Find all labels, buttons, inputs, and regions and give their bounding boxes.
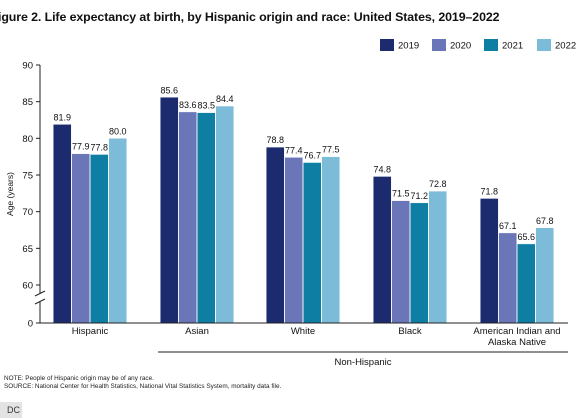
y-tick-label: 60 <box>22 281 33 292</box>
y-tick-label: 0 <box>28 319 33 330</box>
bar <box>303 162 322 324</box>
bar <box>284 157 303 324</box>
legend-swatch <box>380 39 394 51</box>
x-tick-label: American Indian and <box>473 326 560 337</box>
chart-note: NOTE: People of Hispanic origin may be o… <box>4 375 154 382</box>
legend: 2019 2020 2021 2022 <box>380 39 576 52</box>
y-axis-label: Age (years) <box>5 172 15 216</box>
y-axis: 0 60 65 70 75 80 85 90 Age (years) <box>5 61 46 330</box>
bar <box>53 124 72 324</box>
legend-swatch <box>537 39 551 51</box>
bar <box>498 232 517 324</box>
bar-value-label: 71.2 <box>410 191 428 201</box>
bar-value-label: 78.8 <box>266 135 284 145</box>
bar-value-label: 65.6 <box>517 232 535 242</box>
bars: 81.9 77.9 77.880.0 85.683.6 83.584.4 78.877.4… <box>53 85 554 324</box>
bar <box>428 190 447 324</box>
bar-value-label: 72.8 <box>429 179 447 189</box>
x-tick-label: Hispanic <box>72 326 109 337</box>
bar-chart: 2019 2020 2021 2022 0 60 65 70 75 80 85 90 Age (yea… <box>5 39 576 368</box>
bar-value-label: 71.5 <box>392 189 410 199</box>
bar-value-label: 67.8 <box>536 216 554 226</box>
bar <box>108 138 127 324</box>
y-tick-label: 75 <box>22 171 33 182</box>
y-tick-label: 65 <box>22 244 33 255</box>
bar <box>71 153 90 324</box>
y-tick-label: 80 <box>22 134 33 145</box>
chart-source: SOURCE: National Center for Health Stati… <box>4 383 282 390</box>
x-axis: Hispanic Asian White Black American Indian a… <box>40 322 568 368</box>
bar-value-label: 77.5 <box>322 145 340 155</box>
bar <box>410 202 429 324</box>
x-tick-label: Black <box>398 326 421 337</box>
legend-label: 2021 <box>502 41 523 52</box>
bar-value-label: 83.5 <box>197 101 215 111</box>
bar <box>391 200 410 324</box>
bar-value-label: 77.8 <box>90 142 108 152</box>
legend-label: 2019 <box>398 41 419 52</box>
bar-value-label: 84.4 <box>216 94 234 104</box>
bar <box>160 97 179 324</box>
bar-value-label: 67.1 <box>499 221 517 231</box>
bar <box>215 105 234 324</box>
chart-title: igure 2. Life expectancy at birth, by Hi… <box>0 10 500 24</box>
bar <box>266 146 285 324</box>
bar <box>535 227 554 324</box>
bar <box>480 198 499 324</box>
group-label: Non-Hispanic <box>334 357 391 368</box>
axis-break-mark <box>34 298 46 305</box>
bar <box>517 243 536 324</box>
axis-break-mark <box>34 290 46 297</box>
bar <box>90 154 109 324</box>
y-tick-label: 70 <box>22 207 33 218</box>
bar-value-label: 80.0 <box>109 126 127 136</box>
bar <box>321 156 340 324</box>
x-tick-label: Asian <box>185 326 209 337</box>
y-tick-label: 85 <box>22 97 33 108</box>
bar-value-label: 71.8 <box>480 186 498 196</box>
bar-value-label: 81.9 <box>53 112 71 122</box>
watermark: DC <box>0 402 22 418</box>
x-tick-label: White <box>291 326 315 337</box>
bar-value-label: 77.4 <box>285 145 303 155</box>
x-tick-label: Alaska Native <box>488 337 546 348</box>
bar <box>373 176 392 324</box>
bar-value-label: 83.6 <box>179 100 197 110</box>
y-tick-label: 90 <box>22 61 33 72</box>
bar <box>178 111 197 324</box>
legend-swatch <box>432 39 446 51</box>
bar-value-label: 76.7 <box>303 151 321 161</box>
legend-label: 2020 <box>450 41 471 52</box>
legend-swatch <box>484 39 498 51</box>
bar-value-label: 85.6 <box>160 85 178 95</box>
bar <box>197 112 216 324</box>
bar-value-label: 74.8 <box>373 164 391 174</box>
legend-label: 2022 <box>555 41 576 52</box>
bar-value-label: 77.9 <box>72 142 90 152</box>
